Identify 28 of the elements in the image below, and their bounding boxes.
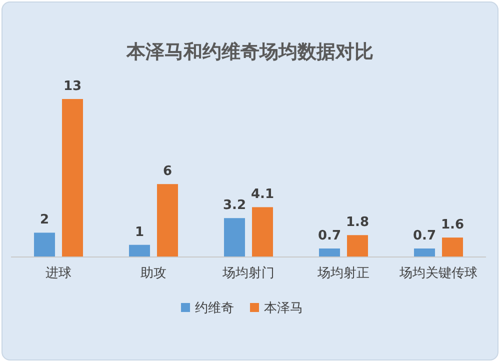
chart-title: 本泽马和约维奇场均数据对比 <box>126 41 374 63</box>
data-label: 0.7 <box>318 228 342 244</box>
data-label: 6 <box>162 164 172 180</box>
x-tick-label: 场均射门 <box>222 265 274 281</box>
x-tick-label: 场均射正 <box>316 266 370 281</box>
legend-label: 本泽马 <box>264 301 303 316</box>
bar <box>129 244 150 257</box>
legend-label: 约维奇 <box>195 301 234 316</box>
data-label: 4.1 <box>250 187 274 202</box>
bar <box>319 248 340 257</box>
bar <box>347 235 368 257</box>
bar <box>252 207 273 257</box>
data-label: 1 <box>134 224 144 240</box>
bar <box>224 218 245 257</box>
bar <box>62 99 83 257</box>
x-tick-label: 进球 <box>46 266 72 281</box>
data-label: 0.7 <box>412 228 436 244</box>
bar <box>442 238 463 257</box>
data-label: 13 <box>63 79 82 94</box>
bar <box>34 232 55 257</box>
data-label: 2 <box>40 212 50 228</box>
data-label: 1.6 <box>440 218 464 233</box>
bar <box>157 184 178 257</box>
x-tick-label: 场均关键传球 <box>398 266 478 281</box>
x-tick-label: 助攻 <box>140 266 166 281</box>
bar <box>414 248 435 257</box>
data-label: 1.8 <box>346 215 370 230</box>
data-label: 3.2 <box>222 198 246 214</box>
